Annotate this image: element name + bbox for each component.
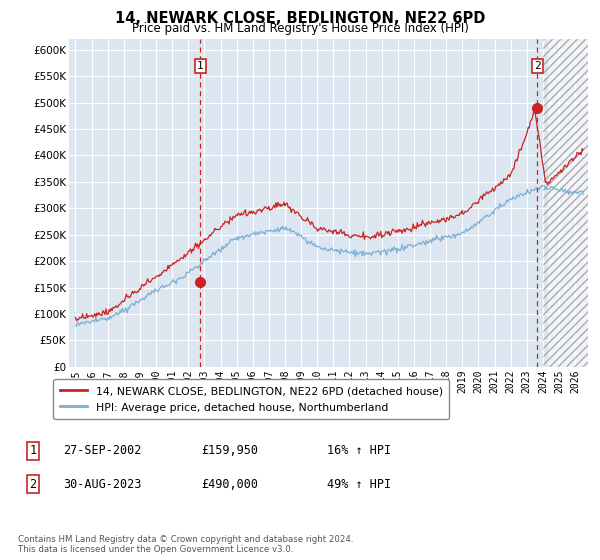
Text: 1: 1 — [197, 60, 203, 71]
Text: 27-SEP-2002: 27-SEP-2002 — [63, 444, 142, 458]
Text: 16% ↑ HPI: 16% ↑ HPI — [327, 444, 391, 458]
Text: 49% ↑ HPI: 49% ↑ HPI — [327, 478, 391, 491]
Text: 2: 2 — [29, 478, 37, 491]
Text: Price paid vs. HM Land Registry's House Price Index (HPI): Price paid vs. HM Land Registry's House … — [131, 22, 469, 35]
Text: 1: 1 — [29, 444, 37, 458]
Legend: 14, NEWARK CLOSE, BEDLINGTON, NE22 6PD (detached house), HPI: Average price, det: 14, NEWARK CLOSE, BEDLINGTON, NE22 6PD (… — [53, 379, 449, 419]
Text: 30-AUG-2023: 30-AUG-2023 — [63, 478, 142, 491]
Text: 14, NEWARK CLOSE, BEDLINGTON, NE22 6PD: 14, NEWARK CLOSE, BEDLINGTON, NE22 6PD — [115, 11, 485, 26]
Text: £490,000: £490,000 — [201, 478, 258, 491]
Text: £159,950: £159,950 — [201, 444, 258, 458]
Text: 2: 2 — [534, 60, 541, 71]
Text: Contains HM Land Registry data © Crown copyright and database right 2024.
This d: Contains HM Land Registry data © Crown c… — [18, 535, 353, 554]
